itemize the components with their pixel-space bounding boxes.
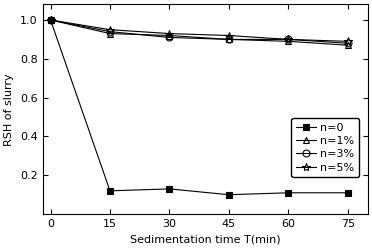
n=0 <box>286 191 291 194</box>
Y-axis label: RSH of slurry: RSH of slurry <box>4 73 15 146</box>
n=5% <box>227 34 231 37</box>
n=1% <box>346 44 350 47</box>
n=5% <box>167 32 171 35</box>
n=3% <box>227 38 231 41</box>
n=3% <box>167 36 171 39</box>
n=1% <box>48 18 53 21</box>
Line: n=3%: n=3% <box>47 16 351 47</box>
n=0 <box>167 187 171 190</box>
n=1% <box>227 38 231 41</box>
n=5% <box>346 40 350 43</box>
n=5% <box>48 18 53 21</box>
n=3% <box>48 18 53 21</box>
n=1% <box>286 40 291 43</box>
n=3% <box>108 30 112 33</box>
n=0 <box>108 189 112 192</box>
Line: n=5%: n=5% <box>46 16 352 46</box>
n=5% <box>286 38 291 41</box>
n=1% <box>108 32 112 35</box>
Legend: n=0, n=1%, n=3%, n=5%: n=0, n=1%, n=3%, n=5% <box>291 118 359 177</box>
n=0 <box>227 193 231 196</box>
n=0 <box>346 191 350 194</box>
n=0 <box>48 18 53 21</box>
Line: n=1%: n=1% <box>47 16 351 49</box>
X-axis label: Sedimentation time T(min): Sedimentation time T(min) <box>130 235 280 245</box>
n=3% <box>286 38 291 41</box>
n=3% <box>346 42 350 45</box>
Line: n=0: n=0 <box>48 17 350 197</box>
n=5% <box>108 28 112 31</box>
n=1% <box>167 34 171 37</box>
